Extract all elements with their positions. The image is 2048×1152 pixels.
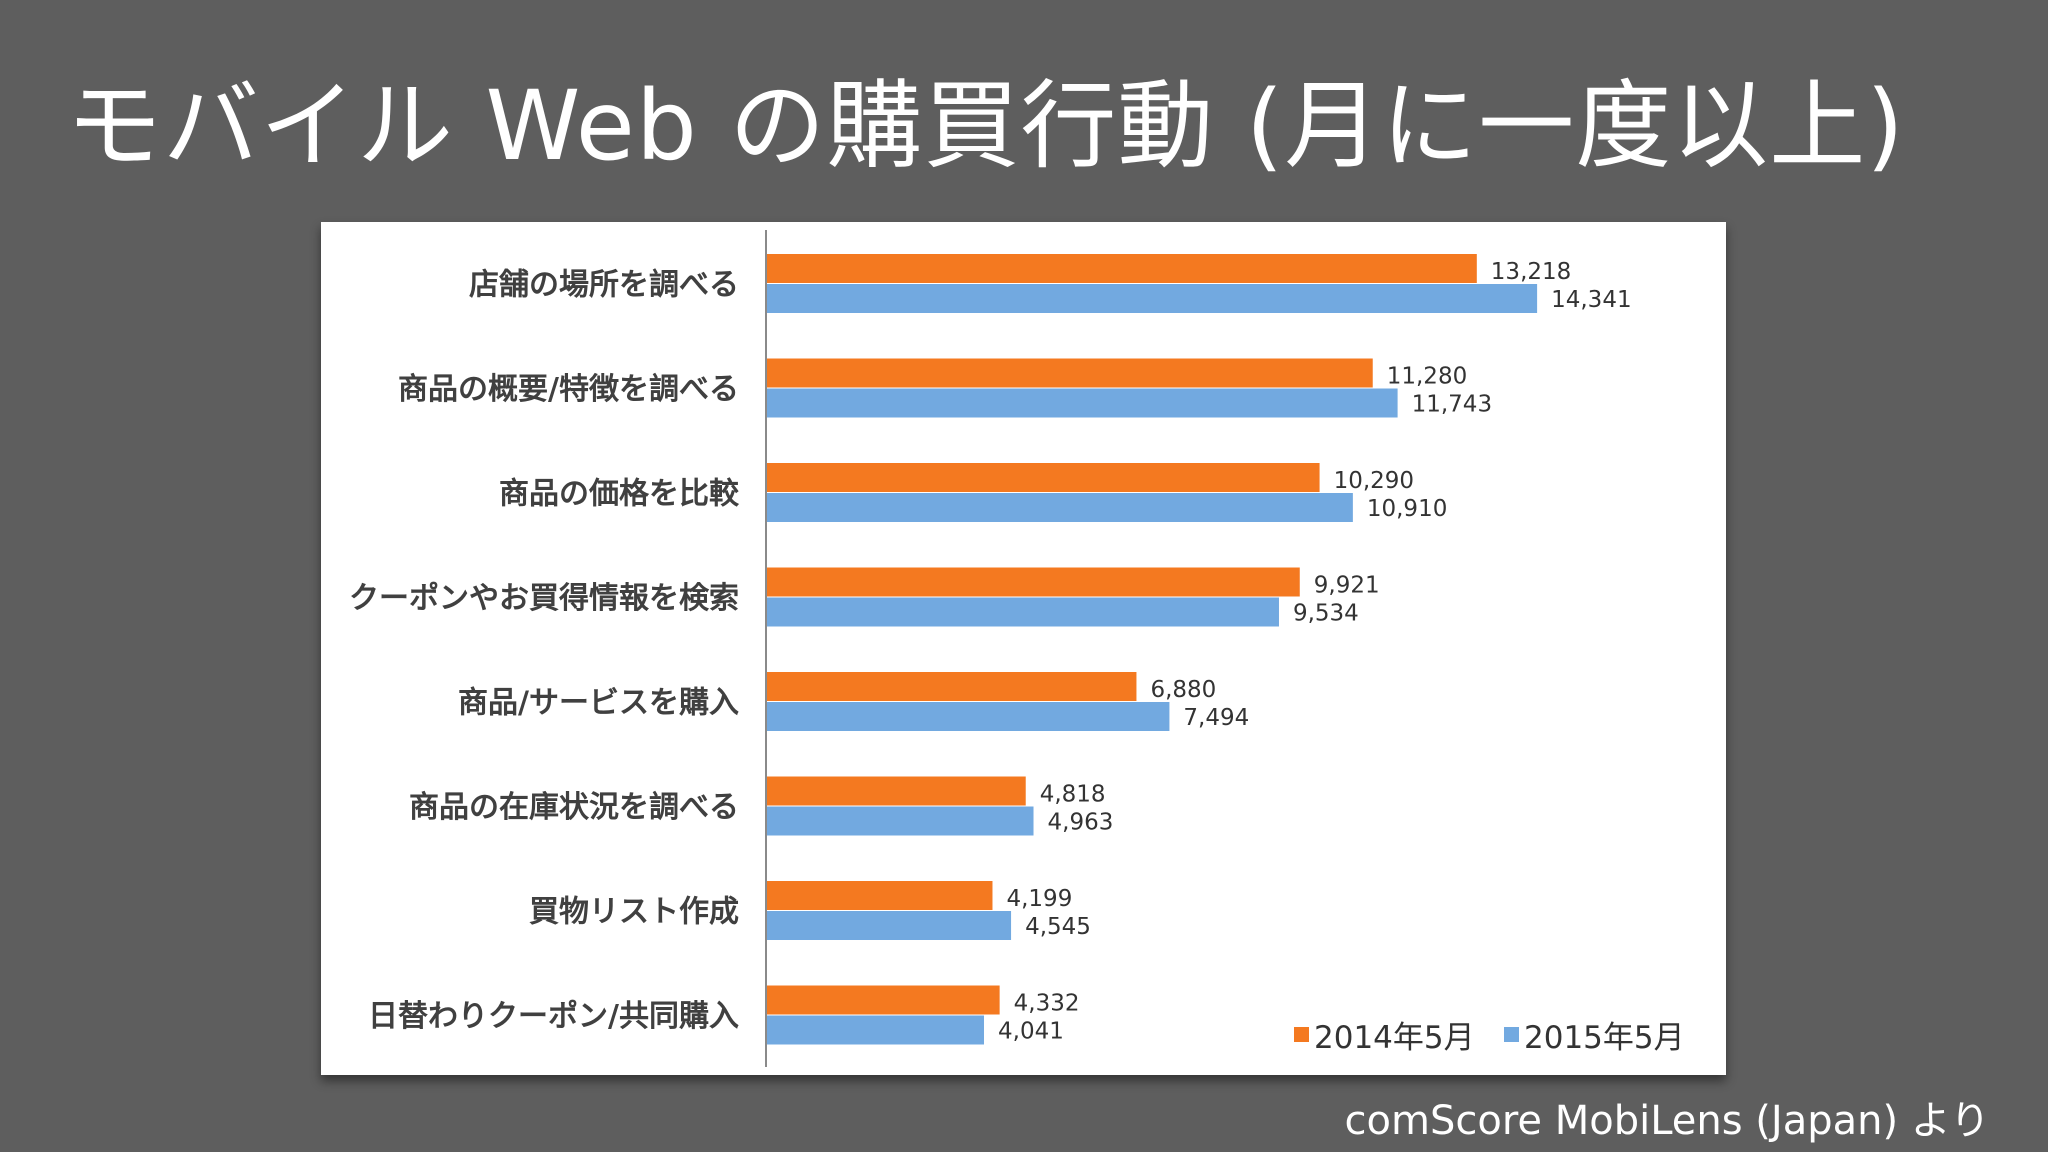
- data-label: 4,545: [1025, 914, 1091, 940]
- data-label: 11,743: [1412, 392, 1492, 418]
- bar-2015: [767, 1015, 985, 1045]
- category-label: クーポンやお買得情報を検索: [349, 581, 739, 616]
- chart-card: 店舗の場所を調べる 13,218 14,341 商品の概要/特徴を調べる 11,280 1…: [321, 222, 1726, 1075]
- category-label: 商品の概要/特徴を調べる: [398, 372, 739, 407]
- data-label: 4,041: [998, 1019, 1064, 1045]
- data-label: 7,494: [1183, 705, 1249, 731]
- data-label: 14,341: [1551, 287, 1631, 313]
- bar-2015: [767, 597, 1279, 627]
- data-label: 13,218: [1491, 259, 1571, 285]
- data-label: 11,280: [1387, 364, 1467, 390]
- bar-2014: [767, 985, 1000, 1015]
- data-label: 4,199: [1006, 886, 1072, 912]
- bar-2014: [767, 567, 1300, 597]
- data-label: 4,963: [1048, 810, 1114, 836]
- bar-2014: [767, 776, 1026, 806]
- data-label: 9,921: [1314, 573, 1380, 599]
- category-label: 商品の価格を比較: [499, 477, 740, 512]
- bar-2015: [767, 388, 1398, 418]
- legend-swatch-2014: [1294, 1027, 1309, 1042]
- bar-2014: [767, 881, 993, 910]
- data-label: 9,534: [1293, 601, 1359, 627]
- bar-2015: [767, 702, 1170, 731]
- legend-swatch-2015: [1504, 1027, 1519, 1042]
- bar-2014: [767, 254, 1477, 283]
- data-label: 4,818: [1040, 782, 1106, 808]
- legend-label: 2015年5月: [1524, 1020, 1685, 1056]
- data-label: 10,290: [1334, 468, 1414, 494]
- data-label: 4,332: [1014, 991, 1080, 1017]
- data-label: 6,880: [1150, 677, 1216, 703]
- category-label: 商品の在庫状況を調べる: [409, 790, 739, 825]
- source-credit: comScore MobiLens (Japan) より: [1344, 1098, 1990, 1144]
- bar-2015: [767, 493, 1353, 522]
- bar-2015: [767, 911, 1012, 940]
- bar-2014: [767, 672, 1137, 701]
- category-label: 日替わりクーポン/共同購入: [368, 999, 739, 1034]
- data-label: 10,910: [1367, 496, 1447, 522]
- bar-2015: [767, 806, 1034, 836]
- category-label: 店舗の場所を調べる: [469, 268, 739, 303]
- category-label: 買物リスト作成: [529, 895, 739, 930]
- bar-2015: [767, 284, 1538, 313]
- category-label: 商品/サービスを購入: [458, 686, 739, 721]
- slide-title: モバイル Web の購買行動 (月に一度以上): [66, 70, 1905, 182]
- bar-2014: [767, 358, 1373, 388]
- legend-label: 2014年5月: [1314, 1020, 1475, 1056]
- bar-2014: [767, 463, 1320, 492]
